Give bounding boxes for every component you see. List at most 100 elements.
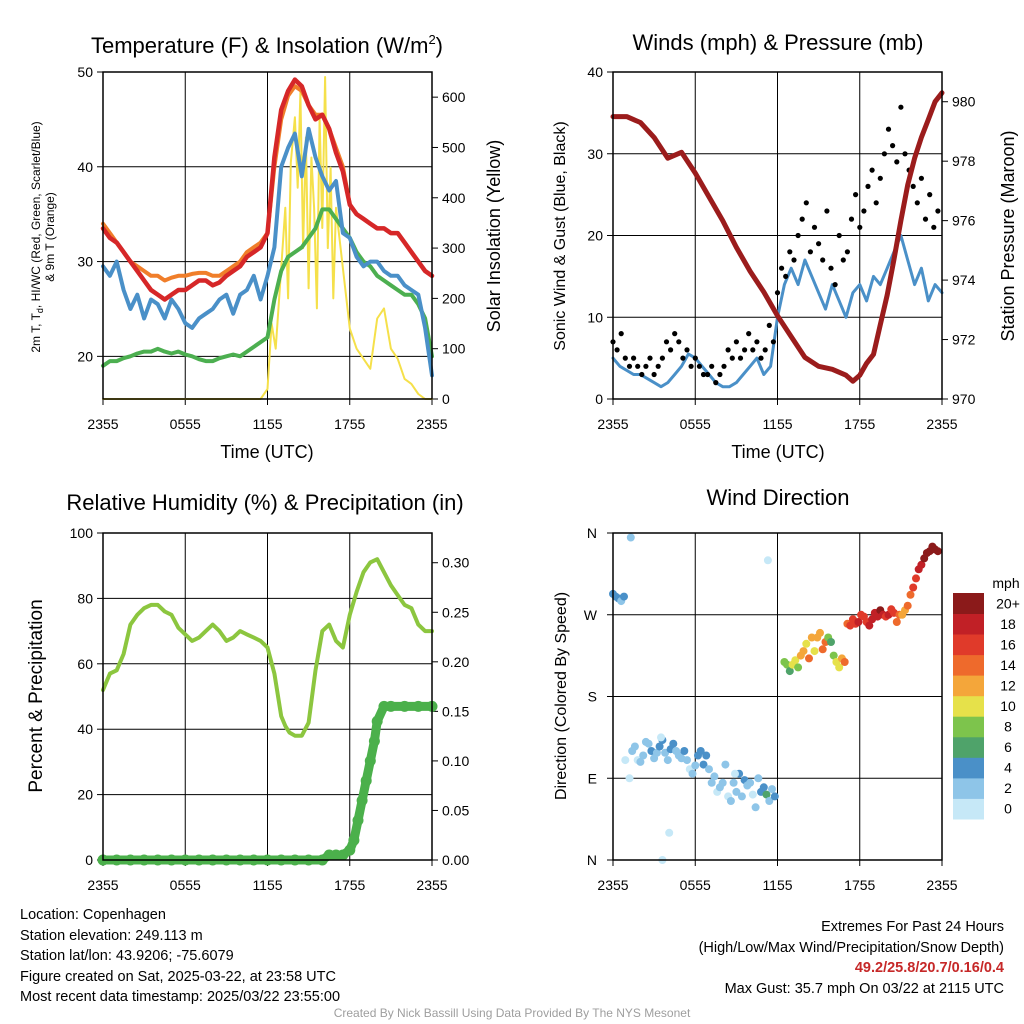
y-tick-label: 20 [587,228,603,244]
direction-point [699,760,708,769]
direction-point [903,601,912,610]
colorbar-swatch [953,654,984,676]
x-tick-label: 2355 [597,416,628,432]
x-tick-label: 0555 [680,416,711,432]
temperature-blue-line [101,126,434,378]
gust-point [643,363,649,369]
gust-point [766,322,772,328]
gust-point [881,151,888,157]
colorbar-swatch [953,675,984,697]
gust-point [844,249,851,255]
colorbar-swatch [953,736,984,758]
x-tick-label: 2355 [416,416,447,432]
gust-point [651,371,657,378]
direction-point [865,621,874,630]
svg-text:2m T, Td, HI/WC (Red, Green, S: 2m T, Td, HI/WC (Red, Green, Scarlet/Blu… [29,121,45,352]
direction-point [754,774,763,783]
temperature-ylabel2: Solar Insolation (Yellow) [484,140,504,332]
gust-point [696,363,703,369]
colorbar-tick-label: 0 [1004,801,1012,817]
gust-point [894,159,900,165]
direction-point [691,761,700,770]
direction-point [718,778,727,787]
gust-point [898,104,904,110]
colorbar-tick-label: 4 [1004,760,1012,776]
colorbar-tick-label: 6 [1004,739,1012,755]
gust-point [709,363,715,369]
direction-point [721,760,730,769]
direction-point [729,778,738,787]
gust-point [663,339,670,345]
direction-panel: Wind Direction 2355 0555 1155 1755 2355NESWN… [553,485,1020,893]
y-tick-label: N [587,852,597,868]
direction-point [683,756,691,765]
direction-point [655,742,664,751]
direction-point [783,660,792,669]
x-tick-label: 2355 [926,416,957,432]
gust-point [857,224,863,230]
gust-point [820,257,826,263]
direction-point [912,574,920,583]
colorbar-tick-label: 20+ [996,595,1020,611]
gust-point [700,371,707,378]
y-tick-label: 40 [77,721,93,737]
x-tick-label: 0555 [680,877,711,893]
direction-point [663,756,672,765]
gust-point [799,216,805,222]
colorbar-tick-label: 12 [1000,678,1016,694]
colorbar-swatch [953,593,984,614]
humidity-plot: 2355 0555 1155 1755 2355 0 20 40 60 80 100 0.00 0.05… [70,525,470,893]
x-tick-label: 1755 [844,877,875,893]
y-tick-label: 100 [70,525,94,541]
y-tick-label: 30 [77,254,93,270]
x-tick-label: 1155 [252,877,282,893]
gust-point [795,232,801,239]
gust-point [935,208,941,214]
extremes-title: Extremes For Past 24 Hours [821,919,1004,935]
colorbar-swatch [953,634,984,656]
temperature-red-line [100,77,435,302]
direction-point [854,618,863,626]
plot-border [102,71,433,400]
direction-point [707,778,716,787]
gust-point [931,224,937,230]
y2-tick-label: 972 [952,332,976,348]
gust-point [668,347,674,353]
gust-point [750,347,756,353]
direction-point [669,739,678,748]
direction-point [726,797,735,805]
gust-point [803,200,809,206]
direction-point [933,547,942,556]
direction-point [751,803,760,812]
y-tick-label: 40 [587,64,603,80]
x-tick-label: 2355 [87,416,118,432]
direction-point [892,618,901,626]
gust-point [918,175,925,181]
direction-point [748,790,757,799]
gust-point [807,249,814,255]
y2-tick-label: 200 [442,290,466,306]
gust-point [836,232,842,239]
gust-point [705,371,711,378]
plot-border [612,71,943,400]
y-tick-label: 40 [77,159,93,175]
gust-point [787,249,793,255]
direction-point [906,590,915,599]
temperature-panel: Temperature (F) & Insolation (W/m2) 2355… [29,32,504,462]
colorbar-swatch [953,695,984,717]
y-tick-label: 0 [595,391,603,407]
gust-point [626,363,633,369]
gust-point [742,347,748,353]
gust-point [737,355,744,361]
colorbar-swatch [953,716,984,738]
gust-point [840,257,846,263]
direction-point [731,769,739,778]
direction-point [625,774,634,783]
direction-point [762,790,771,799]
direction-point [705,765,713,774]
x-tick-label: 0555 [170,877,201,893]
direction-point [636,757,645,766]
y2-tick-label: 300 [442,240,466,256]
station-latlon: Station lat/lon: 43.9206; -75.6079 [20,948,234,964]
y-tick-label: 60 [77,656,93,672]
